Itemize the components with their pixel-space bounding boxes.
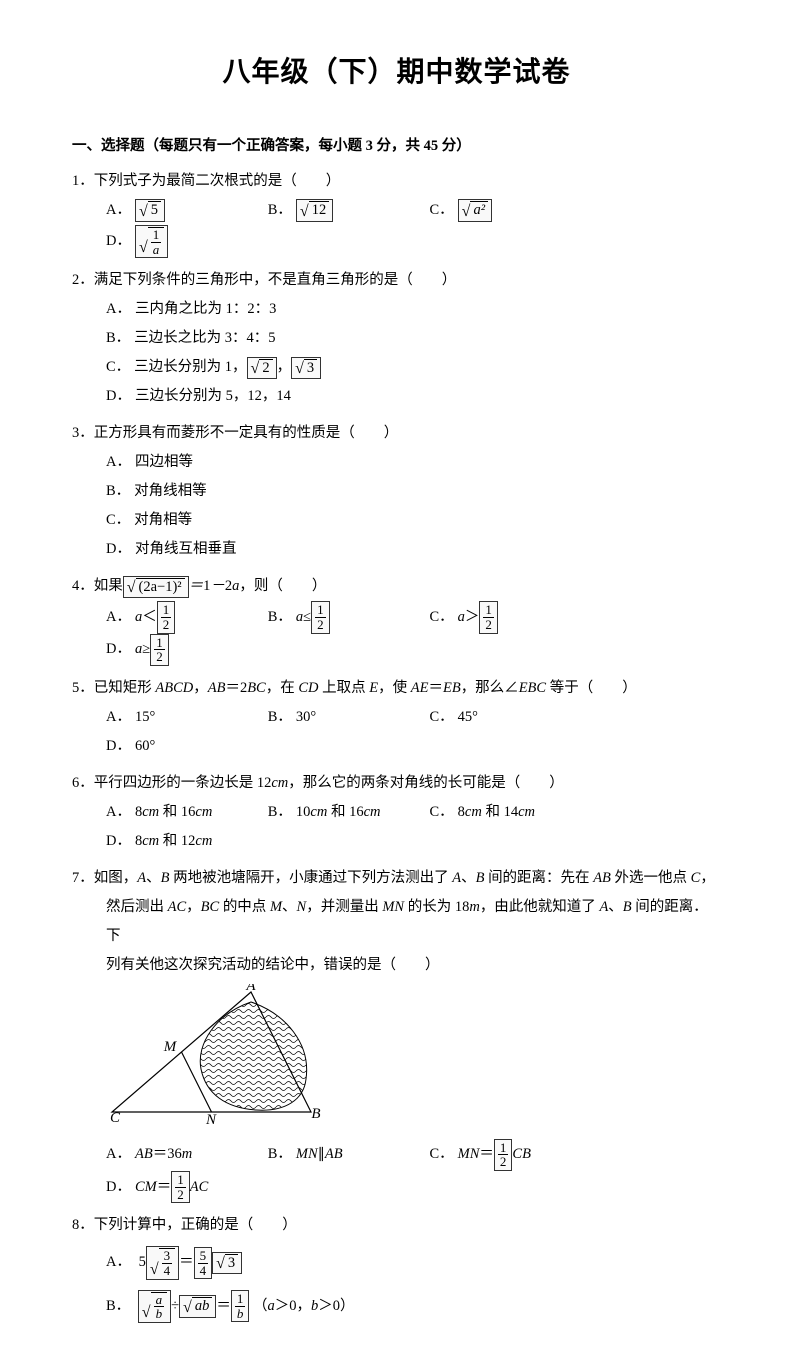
q7-opt-c: C．MN＝12CB	[430, 1139, 584, 1171]
q4-opt-c: C．a＞12	[430, 601, 584, 633]
q5-opt-c: C．45°	[430, 703, 584, 732]
svg-text:B: B	[311, 1106, 320, 1122]
q3-stem: 正方形具有而菱形不一定具有的性质是（ ）	[94, 425, 399, 441]
q8-opt-b-cond: （a＞0，b＞0）	[253, 1298, 355, 1314]
q2-opt-a: A．三内角之比为 1：2：3	[106, 295, 414, 324]
q2-opt-d: D．三边长分别为 5，12，14	[106, 382, 414, 411]
q7-stem-line2: 然后测出 AC，BC 的中点 M、N，并测量出 MN 的长为 18m，由此他就知…	[72, 893, 721, 951]
q1-stem: 下列式子为最简二次根式的是（ ）	[94, 173, 341, 189]
q1-opt-c: C．√a²	[430, 196, 584, 225]
q4-opt-a: A．a＜12	[106, 601, 260, 633]
sqrt-ab-icon: √ab	[179, 1295, 216, 1317]
q1-number: 1．	[72, 173, 94, 189]
svg-text:N: N	[205, 1112, 217, 1124]
question-6: 6．平行四边形的一条边长是 12cm，那么它的两条对角线的长可能是（ ） A．8…	[72, 769, 721, 856]
q4-opt-d: D．a≥12	[106, 634, 260, 666]
sqrt-5-icon: √5	[135, 199, 165, 221]
question-8: 8．下列计算中，正确的是（ ） A． 5√34＝54√3 B． √ab÷√ab＝…	[72, 1211, 721, 1323]
sqrt-3-4-icon: √34	[146, 1246, 179, 1279]
q7-stem-line3: 列有关他这次探究活动的结论中，错误的是（ ）	[72, 951, 721, 980]
sqrt-a2-icon: √a²	[458, 199, 492, 221]
q7-opt-a: A．AB＝36m	[106, 1140, 260, 1169]
q5-opt-b: B．30°	[268, 703, 422, 732]
q4-stem-suffix: ＝1－2a，则（ ）	[189, 578, 327, 594]
section-1-header: 一、选择题（每题只有一个正确答案，每小题 3 分，共 45 分）	[72, 134, 721, 155]
sqrt-a-b-icon: √ab	[138, 1290, 171, 1323]
q4-number: 4．	[72, 578, 94, 594]
frac-1-2-icon: 12	[150, 634, 169, 666]
q7-opt-a-text: AB＝36m	[135, 1140, 192, 1169]
q6-number: 6．	[72, 775, 94, 791]
sqrt-12-icon: √12	[296, 199, 333, 221]
svg-text:A: A	[245, 984, 256, 994]
q5-number: 5．	[72, 680, 94, 696]
q7-opt-b: B．MN∥AB	[268, 1140, 422, 1169]
q5-opt-a: A．15°	[106, 703, 260, 732]
q4-stem-prefix: 如果	[94, 578, 123, 594]
q2-number: 2．	[72, 272, 94, 288]
q3-opt-a: A．四边相等	[106, 448, 414, 477]
q8-number: 8．	[72, 1217, 94, 1233]
q3-number: 3．	[72, 425, 94, 441]
sqrt-3-icon: √3	[291, 357, 321, 379]
frac-1-2-icon: 12	[157, 601, 176, 633]
q8-opt-a: A． 5√34＝54√3	[72, 1246, 721, 1279]
q8-stem: 下列计算中，正确的是（ ）	[94, 1217, 297, 1233]
q4-opt-b: B．a≤12	[268, 601, 422, 633]
q8-opt-b: B． √ab÷√ab＝1b （a＞0，b＞0）	[72, 1290, 721, 1323]
q6-opt-d: D．8cm 和 12cm	[106, 827, 260, 856]
q6-stem: 平行四边形的一条边长是 12cm，那么它的两条对角线的长可能是（ ）	[94, 775, 564, 791]
question-3: 3．正方形具有而菱形不一定具有的性质是（ ） A．四边相等 B．对角线相等 C．…	[72, 419, 721, 564]
q6-opt-d-text: 8cm 和 12cm	[135, 827, 212, 856]
q5-opt-d: D．60°	[106, 732, 260, 761]
frac-1-2-icon: 12	[311, 601, 330, 633]
sqrt-2a-1-sq-icon: √(2a−1)²	[123, 576, 189, 598]
q7-figure: A B C M N	[106, 984, 326, 1124]
page-title: 八年级（下）期中数学试卷	[72, 50, 721, 90]
q7-stem-line1: 如图，A、B 两地被池塘隔开，小康通过下列方法测出了 A、B 间的距离：先在 A…	[94, 870, 715, 886]
q6-opt-c: C．8cm 和 14cm	[430, 798, 584, 827]
q5-stem: 已知矩形 ABCD，AB＝2BC，在 CD 上取点 E，使 AE＝EB，那么∠E…	[94, 680, 637, 696]
q6-opt-c-text: 8cm 和 14cm	[458, 798, 535, 827]
frac-1-2-icon: 12	[494, 1139, 513, 1171]
frac-5-4-icon: 54	[194, 1247, 213, 1279]
q7-opt-d: D．CM＝12AC	[106, 1171, 260, 1203]
q6-opt-a: A．8cm 和 16cm	[106, 798, 260, 827]
q6-opt-a-text: 8cm 和 16cm	[135, 798, 212, 827]
svg-text:M: M	[163, 1039, 178, 1055]
question-7: 7．如图，A、B 两地被池塘隔开，小康通过下列方法测出了 A、B 间的距离：先在…	[72, 864, 721, 1204]
q2-stem: 满足下列条件的三角形中，不是直角三角形的是（ ）	[94, 272, 457, 288]
sqrt-1-over-a-icon: √1a	[135, 225, 168, 258]
frac-1-2-icon: 12	[171, 1171, 190, 1203]
q6-opt-b-text: 10cm 和 16cm	[296, 798, 381, 827]
frac-1-2-icon: 12	[479, 601, 498, 633]
q1-opt-a: A．√5	[106, 196, 260, 225]
question-4: 4．如果√(2a−1)²＝1－2a，则（ ） A．a＜12 B．a≤12 C．a…	[72, 572, 721, 666]
q3-opt-c: C．对角相等	[106, 506, 414, 535]
frac-1-b-icon: 1b	[231, 1290, 250, 1322]
q2-opt-c: C．三边长分别为 1，√2，√3	[106, 353, 414, 382]
sqrt-3-icon: √3	[212, 1252, 242, 1274]
q3-opt-d: D．对角线互相垂直	[106, 535, 414, 564]
q7-opt-b-text: MN∥AB	[296, 1140, 343, 1169]
question-1: 1．下列式子为最简二次根式的是（ ） A．√5 B．√12 C．√a² D．√1…	[72, 167, 721, 258]
q7-number: 7．	[72, 870, 94, 886]
q1-opt-d: D．√1a	[106, 225, 260, 258]
q3-opt-b: B．对角线相等	[106, 477, 414, 506]
exam-page: 八年级（下）期中数学试卷 一、选择题（每题只有一个正确答案，每小题 3 分，共 …	[0, 0, 793, 1371]
q6-opt-b: B．10cm 和 16cm	[268, 798, 422, 827]
q1-opt-b: B．√12	[268, 196, 422, 225]
question-5: 5．已知矩形 ABCD，AB＝2BC，在 CD 上取点 E，使 AE＝EB，那么…	[72, 674, 721, 761]
sqrt-2-icon: √2	[247, 357, 277, 379]
question-2: 2．满足下列条件的三角形中，不是直角三角形的是（ ） A．三内角之比为 1：2：…	[72, 266, 721, 411]
q2-opt-b: B．三边长之比为 3：4：5	[106, 324, 414, 353]
